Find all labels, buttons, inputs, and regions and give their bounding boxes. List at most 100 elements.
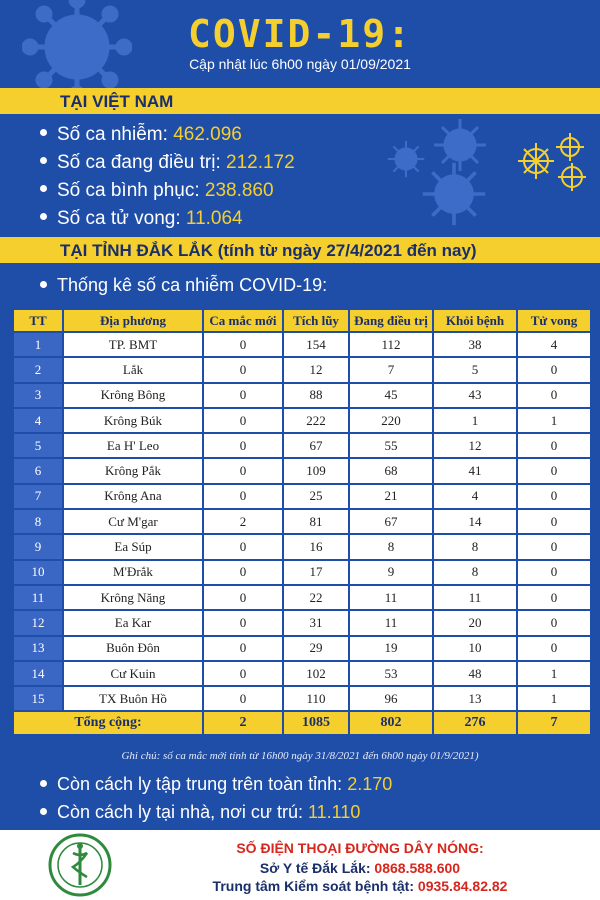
table-cell: 0: [204, 383, 282, 407]
table-cell: 0: [204, 358, 282, 382]
locality-name: Cư Kuin: [64, 661, 202, 686]
table-cell: 1: [434, 408, 516, 433]
table-cell: 96: [350, 687, 432, 711]
footnote: Ghi chú: số ca mắc mới tính từ 16h00 ngà…: [121, 750, 479, 762]
row-number: 14: [14, 661, 62, 686]
table-cell: 109: [284, 459, 348, 483]
table-cell: 17: [284, 560, 348, 584]
table-cell: 0: [518, 611, 590, 635]
hotline-health-dept: Sở Y tế Đắk Lắk: 0868.588.600: [259, 860, 461, 876]
row-number: 5: [14, 434, 62, 458]
table-cell: 25: [284, 484, 348, 509]
caduceus-icon: [48, 833, 112, 897]
table-cell: 10: [434, 636, 516, 660]
table-cell: 0: [204, 484, 282, 509]
table-cell: 0: [204, 687, 282, 711]
table-row: 2 Lắk 0 12 7 5 0: [14, 358, 590, 382]
table-cell: 0: [204, 434, 282, 458]
table-cell: 0: [204, 408, 282, 433]
table-cell: 220: [350, 408, 432, 433]
hotline-footer: SỐ ĐIỆN THOẠI ĐƯỜNG DÂY NÓNG: Sở Y tế Đắ…: [0, 830, 600, 900]
table-cell: 11: [350, 585, 432, 610]
locality-name: Ea Kar: [64, 611, 202, 635]
table-row: 9 Ea Súp 0 16 8 8 0: [14, 535, 590, 559]
locality-name: Ea H' Leo: [64, 434, 202, 458]
vietnam-stats: Số ca nhiễm: 462.096 Số ca đang điều trị…: [40, 122, 295, 234]
table-cell: 5: [434, 358, 516, 382]
table-row: 3 Krông Bông 0 88 45 43 0: [14, 383, 590, 407]
table-cell: 0: [518, 383, 590, 407]
table-cell: 4: [434, 484, 516, 509]
column-header: Tử vong: [518, 310, 590, 331]
table-cell: 0: [518, 535, 590, 559]
table-cell: 29: [284, 636, 348, 660]
row-number: 1: [14, 333, 62, 357]
table-cell: 0: [518, 636, 590, 660]
table-cell: 45: [350, 383, 432, 407]
table-cell: 112: [350, 333, 432, 357]
table-cell: 0: [204, 535, 282, 559]
table-cell: 43: [434, 383, 516, 407]
total-label: Tổng cộng:: [14, 712, 202, 735]
table-cell: 0: [204, 459, 282, 483]
table-cell: 0: [204, 585, 282, 610]
table-cell: 88: [284, 383, 348, 407]
virus-icon: [22, 0, 132, 102]
table-cell: 2: [204, 510, 282, 534]
locality-name: Krông Pắk: [64, 459, 202, 483]
table-row: 7 Krông Ana 0 25 21 4 0: [14, 484, 590, 509]
column-header: Khỏi bệnh: [434, 310, 516, 331]
table-cell: 0: [518, 358, 590, 382]
table-cell: 0: [518, 459, 590, 483]
row-number: 10: [14, 560, 62, 584]
table-cell: 1: [518, 661, 590, 686]
province-case-table: TT Địa phương Ca mắc mới Tích lũy Đang điều …: [12, 308, 592, 736]
row-number: 7: [14, 484, 62, 509]
row-number: 12: [14, 611, 62, 635]
table-cell: 41: [434, 459, 516, 483]
table-cell: 0: [204, 560, 282, 584]
row-number: 3: [14, 383, 62, 407]
table-cell: 9: [350, 560, 432, 584]
table-cell: 0: [204, 333, 282, 357]
update-time: Cập nhật lúc 6h00 ngày 01/09/2021: [189, 56, 411, 72]
table-row: 13 Buôn Đôn 0 29 19 10 0: [14, 636, 590, 660]
table-cell: 67: [350, 510, 432, 534]
table-cell: 48: [434, 661, 516, 686]
table-cell: 12: [434, 434, 516, 458]
locality-name: Krông Năng: [64, 585, 202, 610]
table-cell: 16: [284, 535, 348, 559]
hotline-title: SỐ ĐIỆN THOẠI ĐƯỜNG DÂY NÓNG:: [236, 840, 484, 856]
table-row: 8 Cư M'gar 2 81 67 14 0: [14, 510, 590, 534]
table-row: 15 TX Buôn Hồ 0 110 96 13 1: [14, 687, 590, 711]
locality-name: TX Buôn Hồ: [64, 687, 202, 711]
table-cell: 14: [434, 510, 516, 534]
row-number: 4: [14, 408, 62, 433]
hotline-cdc: Trung tâm Kiểm soát bệnh tật: 0935.84.82…: [212, 878, 508, 894]
locality-name: Krông Bông: [64, 383, 202, 407]
table-cell: 1: [518, 687, 590, 711]
table-cell: 11: [434, 585, 516, 610]
stat-infected: Số ca nhiễm: 462.096: [40, 122, 295, 150]
table-cell: 0: [204, 611, 282, 635]
column-header: Địa phương: [64, 310, 202, 331]
table-cell: 222: [284, 408, 348, 433]
table-cell: 0: [518, 484, 590, 509]
table-cell: 55: [350, 434, 432, 458]
table-row: 4 Krông Búk 0 222 220 1 1: [14, 408, 590, 433]
vietnam-heading-band: TẠI VIỆT NAM: [0, 88, 600, 114]
total-cell: 802: [350, 712, 432, 735]
total-cell: 2: [204, 712, 282, 735]
column-header: TT: [14, 310, 62, 331]
table-cell: 0: [518, 585, 590, 610]
table-cell: 20: [434, 611, 516, 635]
stat-central-isolation: Còn cách ly tập trung trên toàn tỉnh: 2.…: [40, 770, 392, 798]
table-cell: 8: [350, 535, 432, 559]
table-row: 5 Ea H' Leo 0 67 55 12 0: [14, 434, 590, 458]
table-cell: 11: [350, 611, 432, 635]
locality-name: TP. BMT: [64, 333, 202, 357]
locality-name: Buôn Đôn: [64, 636, 202, 660]
total-cell: 276: [434, 712, 516, 735]
table-cell: 81: [284, 510, 348, 534]
